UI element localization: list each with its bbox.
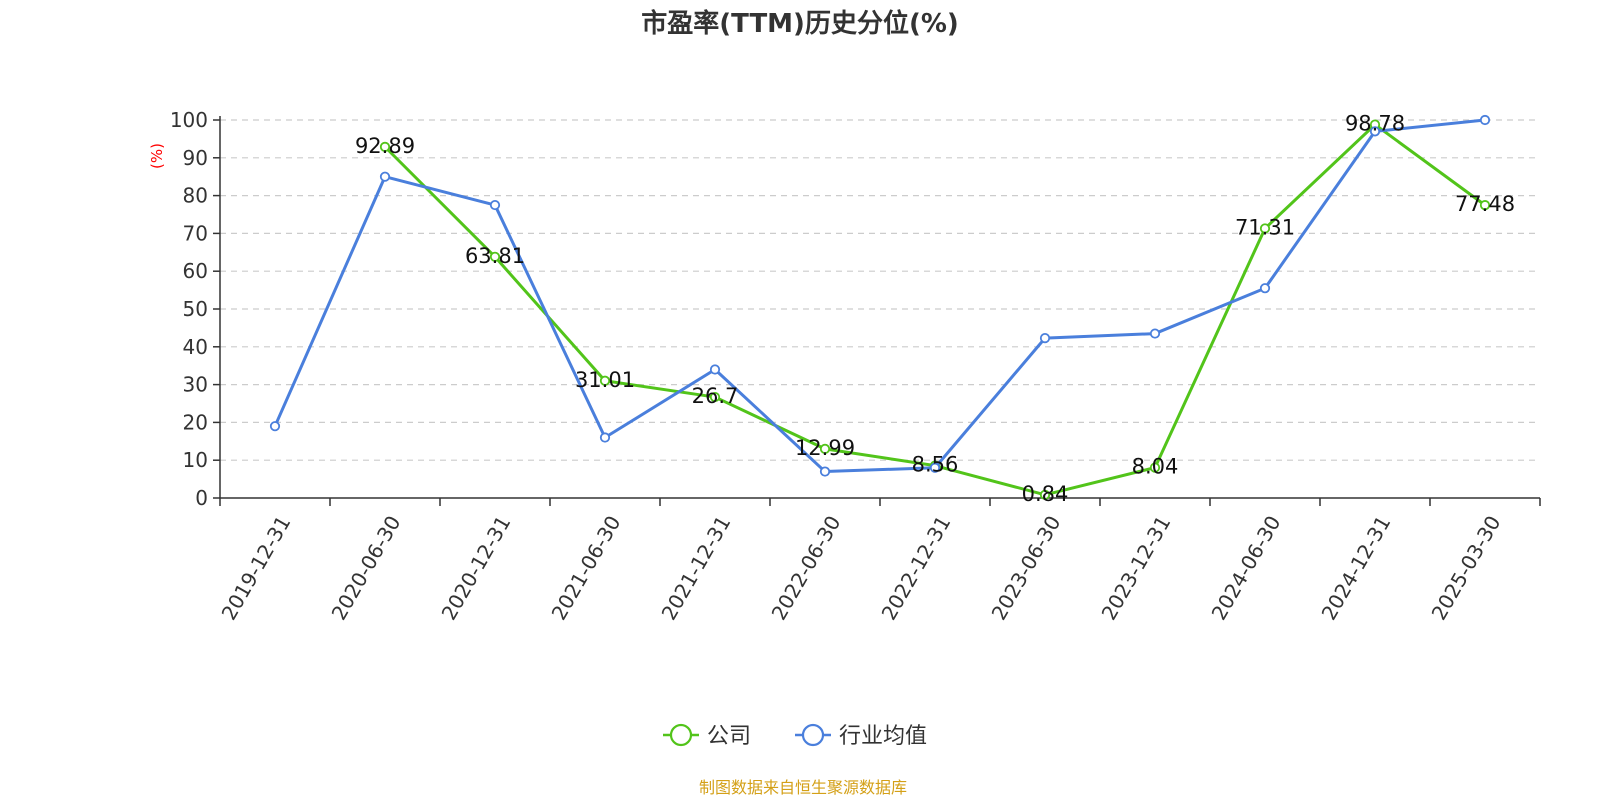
series-industry-average: [269, 114, 1491, 477]
data-point[interactable]: [599, 375, 611, 386]
chart-title: 市盈率(TTM)历史分位(%): [641, 8, 959, 39]
legend[interactable]: 公司 行业均值: [663, 723, 927, 749]
legend-label: 公司: [707, 724, 751, 749]
legend-circle-marker: [801, 723, 825, 747]
data-label: 63.81: [465, 244, 525, 268]
y-tick-label: 60: [183, 259, 208, 283]
data-point[interactable]: [1369, 126, 1381, 137]
data-point[interactable]: [1039, 333, 1051, 344]
x-tick-label: 2022-12-31: [877, 512, 956, 625]
series-line: [273, 118, 1486, 474]
legend-item-company[interactable]: 公司: [663, 723, 751, 749]
data-point[interactable]: [1479, 200, 1491, 211]
x-tick-label: 2023-12-31: [1097, 512, 1176, 625]
x-tick-label: 2024-12-31: [1317, 512, 1396, 625]
x-tick-label: 2021-12-31: [657, 512, 736, 625]
legend-label: 行业均值: [839, 724, 927, 749]
data-point[interactable]: [929, 462, 941, 473]
y-tick-label: 40: [183, 335, 208, 359]
data-point[interactable]: [1259, 283, 1271, 294]
data-point[interactable]: [489, 251, 501, 262]
data-point[interactable]: [709, 391, 721, 403]
data-label: 26.7: [692, 384, 739, 408]
data-point[interactable]: [1259, 223, 1271, 234]
x-tick-label: 2020-06-30: [327, 512, 406, 625]
source-note: 制图数据来自恒生聚源数据库: [699, 778, 907, 797]
y-tick-label: 80: [183, 184, 208, 208]
series-company: [379, 119, 1491, 500]
grid-lines: [220, 119, 1540, 461]
x-tick-label: 2022-06-30: [767, 512, 846, 625]
data-label: 98.78: [1345, 112, 1405, 136]
data-point[interactable]: [709, 364, 721, 375]
data-point[interactable]: [379, 141, 391, 152]
y-tick-label: 10: [183, 448, 208, 472]
y-tick-label: 0: [195, 486, 208, 510]
data-point[interactable]: [1149, 328, 1161, 339]
y-tick-label: 20: [183, 410, 208, 434]
y-tick-label: 100: [170, 108, 208, 132]
y-tick-label: 30: [183, 373, 208, 397]
data-labels: 92.89 63.81 31.01 26.7 12.99 8.56 0.84 8.04 71.3…: [355, 112, 1515, 506]
data-point[interactable]: [819, 466, 831, 477]
data-point[interactable]: [1149, 462, 1161, 473]
data-label: 77.48: [1455, 192, 1515, 216]
x-tick-label: 2021-06-30: [547, 512, 626, 625]
x-tick-label: 2023-06-30: [987, 512, 1066, 625]
data-point[interactable]: [599, 432, 611, 443]
series-line: [383, 123, 1486, 497]
x-tick-label: 2025-03-30: [1427, 512, 1506, 625]
data-label: 92.89: [355, 134, 415, 158]
data-label: 8.04: [1132, 455, 1179, 479]
data-point[interactable]: [489, 199, 501, 211]
series-layer: [269, 114, 1491, 500]
data-label: 31.01: [575, 368, 635, 392]
y-axis-unit-label: (%): [148, 143, 166, 169]
x-tick-label: 2024-06-30: [1207, 512, 1286, 625]
legend-item-industry-average[interactable]: 行业均值: [795, 723, 927, 749]
data-point[interactable]: [1039, 489, 1051, 500]
legend-circle-marker: [669, 723, 693, 747]
x-tick-label: 2020-12-31: [437, 512, 516, 625]
data-label: 71.31: [1235, 215, 1295, 239]
data-point[interactable]: [1479, 114, 1491, 126]
data-point[interactable]: [819, 443, 831, 454]
x-tick-label: 2019-12-31: [217, 512, 296, 625]
axes: 0 10 20 30 40 50 60 70 80 90 100 2019-12-31 2020-06-…: [170, 108, 1541, 625]
data-point[interactable]: [269, 421, 281, 432]
data-point[interactable]: [379, 171, 391, 182]
y-tick-label: 50: [183, 297, 208, 321]
data-label: 8.56: [912, 453, 959, 477]
data-label: 0.84: [1022, 482, 1069, 506]
y-tick-label: 90: [183, 146, 208, 170]
y-tick-label: 70: [183, 221, 208, 245]
data-label: 12.99: [795, 436, 855, 460]
